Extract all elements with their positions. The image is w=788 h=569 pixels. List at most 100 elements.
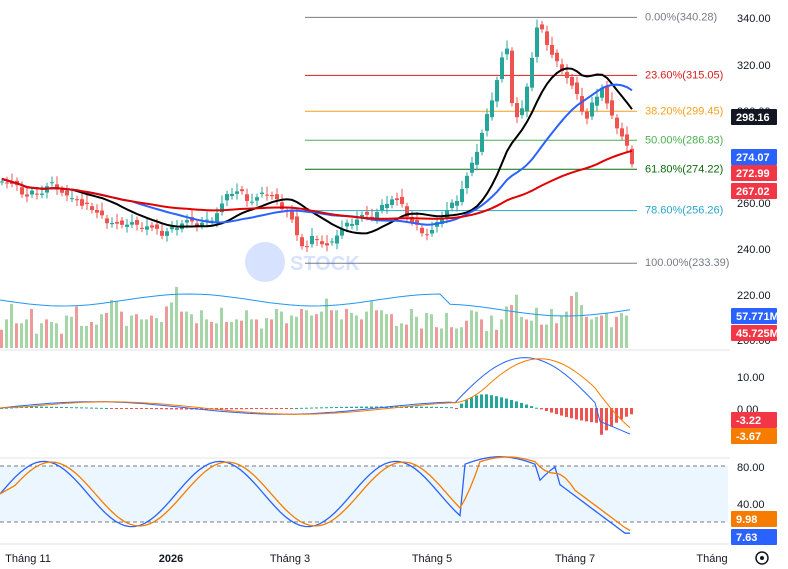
- volume-bar: [595, 316, 598, 348]
- candle-body: [440, 217, 444, 225]
- macd-histogram-bar: [525, 404, 528, 408]
- macd-histogram-bar: [390, 406, 393, 408]
- macd-histogram-bar: [40, 406, 43, 408]
- macd-histogram-bar: [270, 408, 273, 409]
- volume-tag-bg: [731, 325, 777, 341]
- candle-body: [485, 114, 489, 131]
- candle-body: [50, 182, 54, 184]
- volume-bar: [295, 316, 298, 348]
- macd-histogram-bar: [355, 406, 358, 408]
- fib-label: 78.60%(256.26): [645, 205, 723, 217]
- macd-histogram-bar: [550, 408, 553, 413]
- candle-body: [110, 222, 114, 225]
- candle-body: [340, 228, 344, 236]
- candle-body: [215, 213, 219, 222]
- macd-histogram-bar: [30, 406, 33, 408]
- volume-bar: [70, 316, 73, 348]
- candle-body: [240, 189, 244, 192]
- volume-bar: [385, 314, 388, 348]
- macd-histogram-bar: [5, 407, 8, 409]
- candle-body: [170, 226, 174, 230]
- macd-histogram-bar: [600, 408, 603, 435]
- candle-body: [205, 219, 209, 221]
- candle-body: [25, 194, 29, 197]
- watermark-text: STOCK: [290, 253, 360, 275]
- candle-body: [300, 237, 304, 247]
- volume-bar: [290, 315, 293, 348]
- volume-tag: 45.725M: [736, 328, 779, 340]
- price-tick-label: 240.00: [737, 244, 771, 256]
- macd-histogram-bar: [535, 407, 538, 409]
- candle-body: [405, 206, 409, 217]
- candle-body: [420, 227, 424, 234]
- volume-bar: [355, 315, 358, 348]
- candle-body: [0, 181, 4, 183]
- ma-red-line: [1, 149, 633, 220]
- volume-bar: [220, 307, 223, 348]
- candle-body: [105, 218, 109, 224]
- macd-histogram-bar: [85, 407, 88, 409]
- volume-bar: [580, 305, 583, 348]
- volume-bar: [90, 322, 93, 348]
- macd-histogram-bar: [245, 408, 248, 410]
- volume-bar: [175, 286, 178, 348]
- macd-histogram-bar: [410, 406, 413, 408]
- time-axis-label: Tháng 11: [5, 553, 51, 565]
- volume-bar: [330, 310, 333, 348]
- candle-body: [65, 190, 69, 196]
- macd-histogram-bar: [435, 406, 438, 408]
- macd-histogram-bar: [315, 407, 318, 409]
- candle-body: [570, 77, 574, 86]
- volume-bar: [65, 315, 68, 348]
- candle-body: [335, 235, 339, 244]
- candle-body: [80, 199, 84, 206]
- volume-bar: [365, 311, 368, 348]
- volume-bar: [0, 329, 3, 348]
- candle-body: [150, 225, 154, 228]
- macd-tag: -3.22: [736, 415, 761, 427]
- volume-bar: [430, 314, 433, 348]
- volume-bar: [250, 319, 253, 348]
- candle-body: [565, 72, 569, 79]
- volume-bar: [160, 322, 163, 348]
- volume-bar: [240, 320, 243, 348]
- candle-body: [160, 230, 164, 236]
- candle-body: [265, 194, 269, 196]
- volume-bar: [185, 311, 188, 348]
- macd-histogram-bar: [125, 408, 128, 409]
- macd-histogram-bar: [585, 408, 588, 422]
- stoch-tag: 9.98: [736, 514, 757, 526]
- volume-bar: [555, 323, 558, 348]
- stoch-tag-bg: [731, 511, 777, 527]
- volume-bar: [370, 301, 373, 348]
- volume-bar: [280, 311, 283, 348]
- macd-layer: [0, 357, 633, 435]
- volume-bar: [145, 319, 148, 348]
- candle-body: [580, 96, 584, 112]
- candle-body: [155, 224, 159, 229]
- candle-body: [275, 194, 279, 200]
- volume-bar: [470, 310, 473, 348]
- volume-bar: [20, 323, 23, 348]
- price-tag-bg: [731, 165, 777, 181]
- macd-histogram-bar: [425, 406, 428, 408]
- macd-histogram-bar: [365, 406, 368, 408]
- volume-bar: [40, 323, 43, 348]
- volume-bar: [170, 302, 173, 348]
- candle-body: [140, 227, 144, 229]
- volume-bar: [285, 323, 288, 348]
- gear-icon[interactable]: [755, 551, 769, 565]
- macd-histogram-bar: [360, 406, 363, 408]
- macd-histogram-bar: [135, 408, 138, 409]
- price-tag: 298.16: [736, 112, 770, 124]
- volume-bar: [605, 312, 608, 348]
- price-tag: 267.02: [736, 186, 770, 198]
- volume-bar: [395, 325, 398, 348]
- candle-body: [430, 229, 434, 234]
- volume-bar: [275, 309, 278, 348]
- volume-bar: [320, 311, 323, 348]
- macd-histogram-bar: [630, 408, 633, 415]
- macd-histogram-bar: [575, 408, 578, 420]
- candle-body: [495, 80, 499, 102]
